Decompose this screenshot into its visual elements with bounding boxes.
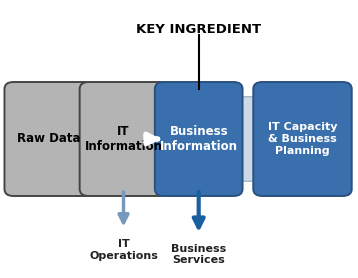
Text: Raw Data: Raw Data [16,133,80,145]
Text: IT Capacity
& Business
Planning: IT Capacity & Business Planning [268,122,337,156]
Text: IT
Operations: IT Operations [89,239,158,261]
Text: KEY INGREDIENT: KEY INGREDIENT [136,23,261,36]
Text: IT
Information: IT Information [84,125,163,153]
FancyBboxPatch shape [155,82,243,196]
FancyBboxPatch shape [79,82,167,196]
Polygon shape [9,83,349,195]
FancyBboxPatch shape [253,82,352,196]
Text: Business
Information: Business Information [160,125,238,153]
FancyBboxPatch shape [5,82,92,196]
Text: Business
Services: Business Services [171,244,226,265]
